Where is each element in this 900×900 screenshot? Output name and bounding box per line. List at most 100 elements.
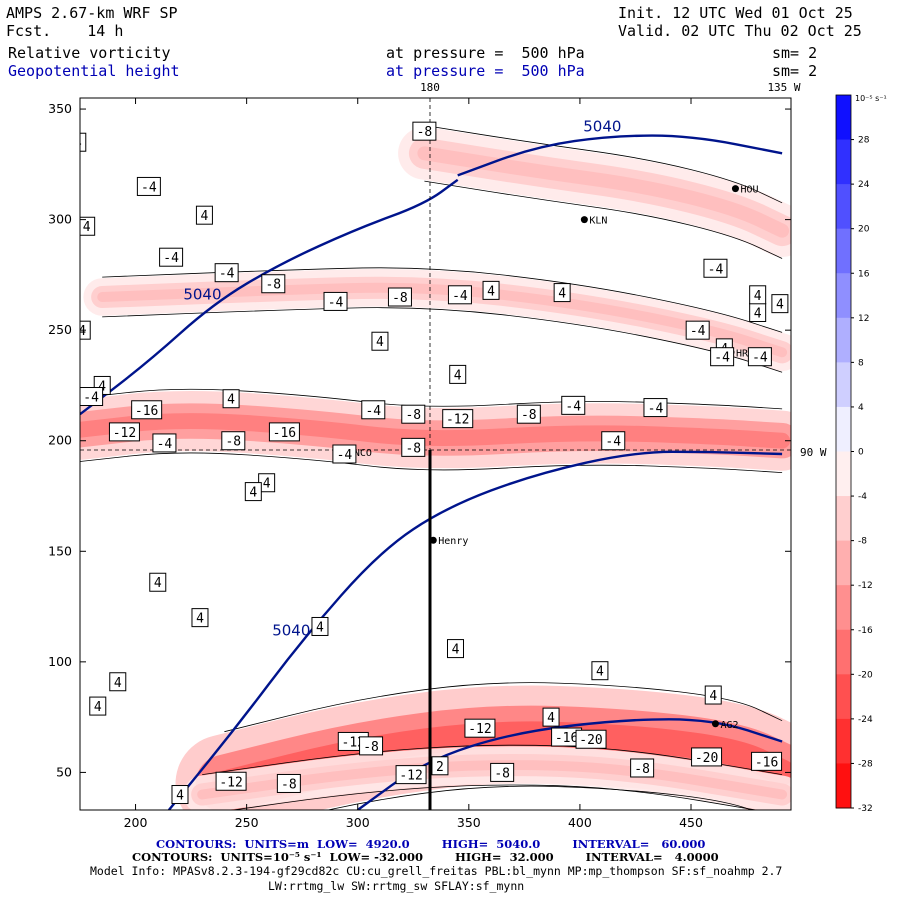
- vorticity-label-13: -4: [703, 258, 728, 278]
- vorticity-label-box-37: [643, 398, 668, 418]
- colorbar-cell-6: [836, 362, 851, 408]
- colorbar-label-13: -20: [858, 670, 873, 680]
- vorticity-label-50: 4: [704, 685, 722, 705]
- vorticity-label-8: -4: [323, 291, 348, 311]
- colorbar-label-14: -24: [858, 715, 873, 725]
- y-tick-label-2: 150: [48, 543, 72, 558]
- vorticity-label-text-46: 4: [452, 643, 460, 658]
- colorbar-label-1: 28: [858, 136, 870, 146]
- vorticity-line-1-0: [102, 307, 783, 373]
- vorticity-label-box-64: [751, 751, 783, 771]
- vorticity-label-text-53: -16: [555, 731, 578, 746]
- vorticity-label-box-49: [591, 661, 609, 681]
- vorticity-label-text-26: -4: [83, 391, 99, 406]
- station-label-0: HOU: [740, 185, 758, 196]
- model-title: AMPS 2.67-km WRF SP: [6, 4, 178, 22]
- vorticity-label-box-59: [490, 762, 515, 782]
- station-label-1: KLN: [589, 216, 607, 227]
- vorticity-label-text-29: -4: [157, 437, 173, 452]
- vorticity-label-14: 4: [749, 302, 767, 322]
- plot-frame: [79, 97, 792, 811]
- colorbar-label-6: 8: [858, 358, 864, 368]
- vorticity-label-box-11: [482, 280, 500, 300]
- vorticity-label-40: -8: [401, 437, 426, 457]
- colorbar-cell-0: [836, 95, 851, 141]
- x-tick-label-3: 350: [457, 815, 481, 830]
- vorticity-label-38: -4: [601, 431, 626, 451]
- colorbar-label-4: 16: [858, 269, 870, 279]
- field1-smoothing: sm= 2: [772, 44, 818, 62]
- vorticity-label-box-44: [191, 608, 209, 628]
- vorticity-label-box-33: [401, 404, 426, 424]
- y-tick-label-6: 350: [48, 101, 72, 116]
- vorticity-label-19: -4: [710, 347, 735, 367]
- colorbar-label-9: -4: [858, 492, 867, 502]
- vorticity-label-46: 4: [446, 639, 464, 659]
- station-marker-5: [711, 720, 719, 728]
- vorticity-label-36: -4: [561, 395, 586, 415]
- vorticity-label-39: -4: [332, 444, 357, 464]
- vorticity-label-box-63: [691, 747, 723, 767]
- vorticity-label-text-45: 4: [316, 620, 324, 635]
- colorbar-label-8: 0: [858, 448, 864, 458]
- colorbar-cell-15: [836, 763, 851, 809]
- vorticity-label-42: 4: [244, 482, 262, 502]
- colorbar-label-3: 20: [858, 225, 870, 235]
- height-label-1: 5040: [183, 286, 221, 304]
- vorticity-label-text-37: -4: [648, 402, 664, 417]
- vorticity-label-56: -8: [359, 736, 384, 756]
- vorticity-label-box-40: [401, 437, 426, 457]
- colorbar-label-16: -32: [858, 804, 873, 814]
- vorticity-label-box-30: [221, 431, 246, 451]
- vorticity-label-text-31: -16: [273, 426, 296, 441]
- vorticity-label-text-52: -12: [468, 722, 491, 737]
- colorbar-cell-8: [836, 451, 851, 497]
- vorticity-label-text-13: -4: [708, 262, 724, 277]
- vorticity-label-47: 4: [109, 672, 127, 692]
- vorticity-label-29: -4: [152, 433, 177, 453]
- vorticity-label-box-12: [553, 283, 571, 303]
- vorticity-label-text-22: 4: [78, 324, 86, 339]
- footer-model-info-2: LW:rrtmg_lw SW:rrtmg_sw SFLAY:sf_mynn: [268, 879, 525, 893]
- vorticity-label-box-47: [109, 672, 127, 692]
- vorticity-label-box-42: [244, 482, 262, 502]
- station-marker-1: [580, 216, 588, 224]
- vorticity-label-12: 4: [553, 283, 571, 303]
- vorticity-label-text-7: -8: [265, 278, 281, 293]
- vorticity-label-16: 4: [771, 294, 789, 314]
- x-axis: 200 250 300 350 400 450: [124, 98, 703, 830]
- vorticity-label-text-50: 4: [709, 689, 717, 704]
- vorticity-label-text-60: -12: [219, 775, 242, 790]
- vorticity-line-2-1: [424, 125, 783, 204]
- vorticity-label-28: -12: [108, 422, 140, 442]
- height-contour-3: [356, 718, 783, 810]
- vorticity-label-5: -4: [159, 247, 184, 267]
- vorticity-label-box-51: [542, 707, 560, 727]
- vorticity-label-box-39: [332, 444, 357, 464]
- vorticity-label-text-34: -12: [446, 413, 469, 428]
- vorticity-label-35: -8: [516, 404, 541, 424]
- colorbar-units: 10⁻⁵ s⁻¹: [855, 94, 887, 103]
- vorticity-label-33: -8: [401, 404, 426, 424]
- vorticity-label-text-2: 4: [201, 209, 209, 224]
- colorbar-cell-1: [836, 139, 851, 185]
- vorticity-label-box-34: [442, 409, 474, 429]
- vorticity-label-box-19: [710, 347, 735, 367]
- vorticity-label-text-36: -4: [565, 399, 581, 414]
- colorbar-cell-14: [836, 718, 851, 764]
- vorticity-label-box-8: [323, 291, 348, 311]
- vorticity-label-3: 4: [80, 216, 96, 236]
- vorticity-label-box-13: [703, 258, 728, 278]
- colorbar-cell-2: [836, 184, 851, 230]
- vorticity-label-26: -4: [80, 387, 104, 407]
- colorbar-label-5: 12: [858, 314, 869, 324]
- vorticity-label-text-57: -12: [399, 769, 422, 784]
- vorticity-label-1: -4: [136, 176, 161, 196]
- station-label-4: Henry: [438, 536, 468, 547]
- vorticity-line-4-0: [230, 784, 759, 810]
- vorticity-label-text-63: -20: [695, 751, 718, 766]
- vorticity-label-box-28: [108, 422, 140, 442]
- vorticity-label-text-23: 4: [227, 393, 235, 408]
- vorticity-label-box-29: [152, 433, 177, 453]
- vorticity-label-box-48: [89, 696, 107, 716]
